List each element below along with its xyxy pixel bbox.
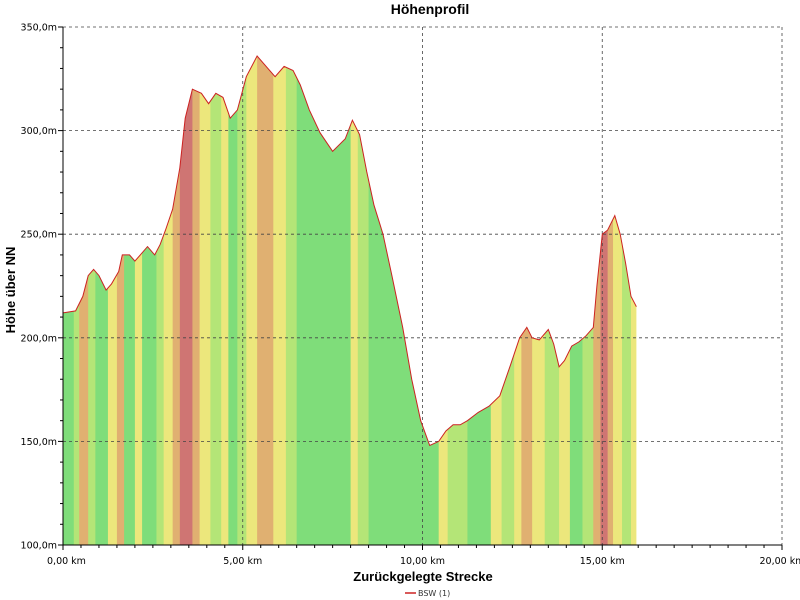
x-axis-title: Zurückgelegte Strecke	[353, 569, 492, 584]
gradient-band	[172, 56, 181, 545]
x-tick-label: 10,00 km	[400, 556, 445, 567]
gradient-band	[199, 56, 211, 545]
gradient-band	[257, 56, 274, 545]
gradient-band	[514, 56, 522, 545]
gradient-band	[447, 56, 469, 545]
gradient-band	[559, 56, 571, 545]
gradient-band	[607, 56, 614, 545]
gradient-band	[116, 56, 125, 545]
gradient-band	[544, 56, 560, 545]
x-tick-label: 20,00 km	[760, 556, 800, 567]
y-tick-label: 100,0m	[21, 541, 57, 552]
y-tick-label: 300,0m	[21, 126, 57, 137]
gradient-band	[350, 56, 359, 545]
gradient-band	[142, 56, 158, 545]
gradient-band	[246, 56, 258, 545]
gradient-band	[107, 56, 118, 545]
y-tick-label: 150,0m	[21, 437, 57, 448]
x-tick-label: 0,00 km	[47, 556, 86, 567]
y-axis-tick-labels: 100,0m 150,0m 200,0m 250,0m 300,0m 350,0m	[21, 23, 57, 552]
x-tick-label: 5,00 km	[223, 556, 262, 567]
y-axis-title: Höhe über NN	[3, 247, 18, 334]
gradient-band	[73, 56, 80, 545]
axes	[58, 26, 783, 550]
legend: BSW (1)	[405, 589, 450, 598]
gradient-band	[134, 56, 143, 545]
gradient-band	[63, 56, 75, 545]
x-tick-label: 15,00 km	[580, 556, 625, 567]
gradient-band	[600, 56, 609, 545]
gradient-band	[95, 56, 109, 545]
gradient-band	[613, 56, 623, 545]
gradient-band	[631, 56, 637, 545]
chart-title: Höhenprofil	[391, 1, 470, 17]
gradient-band	[79, 56, 89, 545]
x-axis-tick-labels: 0,00 km 5,00 km 10,00 km 15,00 km 20,00 km	[47, 556, 800, 567]
legend-label-bsw: BSW (1)	[418, 589, 450, 598]
gradient-band	[368, 56, 440, 545]
gradient-band	[156, 56, 165, 545]
gradient-band	[490, 56, 503, 545]
gradient-band	[593, 56, 602, 545]
gradient-band	[569, 56, 584, 545]
gradient-band	[622, 56, 632, 545]
gradient-band	[285, 56, 298, 545]
gradient-band	[467, 56, 492, 545]
gradient-band	[179, 56, 194, 545]
gradient-band	[501, 56, 515, 545]
gradient-band	[357, 56, 370, 545]
y-tick-label: 250,0m	[21, 230, 57, 241]
y-tick-label: 200,0m	[21, 333, 57, 344]
gradient-band	[237, 56, 247, 545]
gradient-band	[228, 56, 238, 545]
elevation-area	[63, 56, 637, 545]
series-line-bsw	[62, 55, 637, 447]
grid-lines	[63, 26, 783, 545]
y-tick-label: 350,0m	[21, 23, 57, 34]
gradient-band	[273, 56, 287, 545]
gradient-band	[192, 56, 201, 545]
gradient-band	[296, 56, 352, 545]
gradient-band	[221, 56, 229, 545]
gradient-band	[88, 56, 96, 545]
gradient-band	[163, 56, 174, 545]
gradient-band	[521, 56, 533, 545]
gradient-band	[532, 56, 546, 545]
gradient-band	[438, 56, 449, 545]
gradient-band	[210, 56, 222, 545]
gradient-band	[124, 56, 136, 545]
gradient-band	[582, 56, 594, 545]
